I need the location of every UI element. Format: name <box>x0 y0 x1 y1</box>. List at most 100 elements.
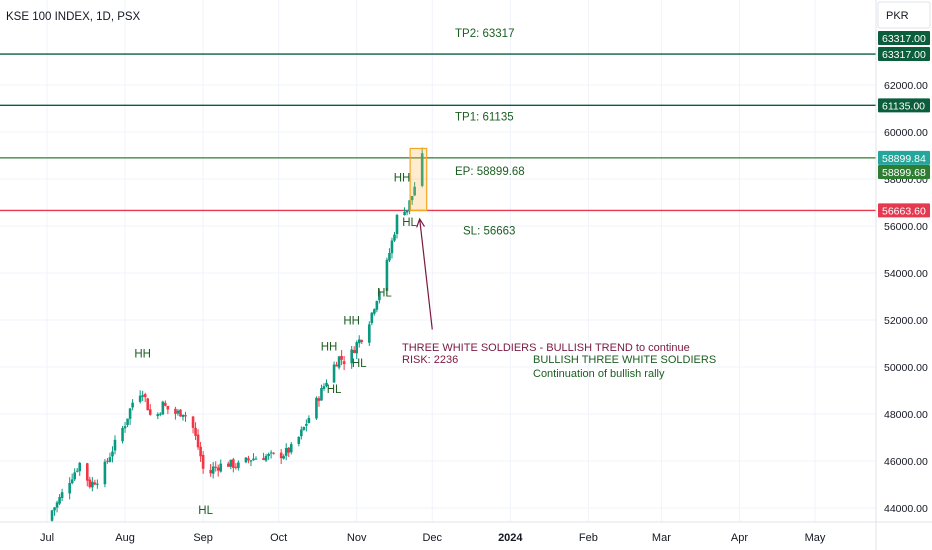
candle-body[interactable] <box>156 414 160 417</box>
candle-body[interactable] <box>247 458 250 461</box>
candle-body[interactable] <box>196 434 200 448</box>
candle-body[interactable] <box>191 416 195 428</box>
candle-body[interactable] <box>126 418 129 425</box>
candle-body[interactable] <box>390 240 394 254</box>
candle-body[interactable] <box>141 395 144 397</box>
candle-body[interactable] <box>395 215 399 235</box>
candle-body[interactable] <box>315 397 318 419</box>
pattern-highlight-box[interactable] <box>409 147 428 212</box>
candle-body[interactable] <box>121 428 124 442</box>
candle-body[interactable] <box>91 481 94 488</box>
candle-body[interactable] <box>264 455 268 461</box>
candle-body[interactable] <box>297 436 301 444</box>
candle-body[interactable] <box>368 324 371 343</box>
candle-body[interactable] <box>284 448 288 456</box>
candle-body[interactable] <box>214 466 218 468</box>
candle-body[interactable] <box>216 467 220 471</box>
candle-body[interactable] <box>237 462 240 469</box>
candle-body[interactable] <box>50 510 54 521</box>
level-lines[interactable] <box>0 53 876 212</box>
candle-body[interactable] <box>78 462 82 472</box>
candle-body[interactable] <box>340 355 343 360</box>
candle-body[interactable] <box>96 483 99 485</box>
candle-body[interactable] <box>322 386 326 389</box>
candle-body[interactable] <box>85 463 89 481</box>
candle-body[interactable] <box>287 447 291 453</box>
candle-body[interactable] <box>176 410 180 414</box>
candle-body[interactable] <box>282 456 285 459</box>
candle-body[interactable] <box>254 458 258 460</box>
candle-body[interactable] <box>194 427 197 436</box>
candle-body[interactable] <box>393 234 396 241</box>
candle-body[interactable] <box>269 452 273 454</box>
candle-body[interactable] <box>111 451 114 457</box>
candle-body[interactable] <box>385 259 389 291</box>
candle-body[interactable] <box>317 398 321 401</box>
candle-body[interactable] <box>164 402 167 406</box>
candle-body[interactable] <box>262 458 265 460</box>
candle-body[interactable] <box>335 364 338 367</box>
annotation-arrow[interactable] <box>419 218 433 330</box>
candle-body[interactable] <box>70 479 74 484</box>
candle-body[interactable] <box>300 429 303 437</box>
candle-body[interactable] <box>73 472 76 480</box>
candle-body[interactable] <box>320 387 323 401</box>
candle-body[interactable] <box>410 196 414 201</box>
candle-body[interactable] <box>305 424 308 426</box>
candle-body[interactable] <box>420 153 424 186</box>
candle-body[interactable] <box>403 211 406 216</box>
candle-body[interactable] <box>75 470 79 472</box>
price-axis[interactable]: 44000.00 46000.00 48000.00 50000.00 52000.00… <box>884 80 928 515</box>
candle-body[interactable] <box>174 408 177 414</box>
candle-body[interactable] <box>108 457 112 462</box>
candlesticks[interactable] <box>50 147 424 523</box>
candle-body[interactable] <box>166 405 170 410</box>
candle-body[interactable] <box>219 463 223 472</box>
candle-body[interactable] <box>88 479 92 488</box>
candle-body[interactable] <box>405 210 409 213</box>
candle-body[interactable] <box>350 349 353 364</box>
candle-body[interactable] <box>143 394 147 398</box>
candle-body[interactable] <box>226 463 230 467</box>
candle-body[interactable] <box>93 482 97 485</box>
candle-body[interactable] <box>388 252 391 261</box>
candle-body[interactable] <box>128 408 132 419</box>
candle-body[interactable] <box>68 482 71 494</box>
candle-body[interactable] <box>337 356 341 368</box>
candle-body[interactable] <box>360 340 364 343</box>
candle-body[interactable] <box>352 349 356 353</box>
candle-body[interactable] <box>229 459 233 467</box>
candle-body[interactable] <box>58 497 61 504</box>
candle-body[interactable] <box>131 402 134 408</box>
candle-body[interactable] <box>113 439 117 451</box>
candle-body[interactable] <box>355 342 359 354</box>
candle-body[interactable] <box>53 507 56 511</box>
candle-body[interactable] <box>199 446 202 457</box>
candle-body[interactable] <box>307 418 311 423</box>
candle-body[interactable] <box>267 454 270 456</box>
annotations[interactable]: TP2: 63317 TP1: 61135 EP: 58899.68 SL: 5666… <box>134 28 716 517</box>
candle-body[interactable] <box>325 382 328 387</box>
currency-button[interactable] <box>877 1 931 29</box>
candle-body[interactable] <box>413 186 416 196</box>
candle-body[interactable] <box>146 398 150 411</box>
candle-body[interactable] <box>244 457 248 463</box>
candle-body[interactable] <box>357 339 361 344</box>
candle-body[interactable] <box>184 415 187 417</box>
candle-body[interactable] <box>106 460 109 462</box>
candle-body[interactable] <box>161 401 165 415</box>
candle-body[interactable] <box>209 469 212 474</box>
candle-body[interactable] <box>370 312 374 324</box>
candle-body[interactable] <box>201 454 205 469</box>
candle-body[interactable] <box>378 291 381 301</box>
candle-body[interactable] <box>179 409 182 417</box>
candle-body[interactable] <box>123 426 127 429</box>
candle-body[interactable] <box>272 452 275 454</box>
candle-body[interactable] <box>181 414 185 417</box>
candle-body[interactable] <box>103 461 107 485</box>
candle-body[interactable] <box>232 459 235 468</box>
candle-body[interactable] <box>375 301 379 310</box>
candle-body[interactable] <box>279 452 283 459</box>
candle-body[interactable] <box>159 413 162 415</box>
